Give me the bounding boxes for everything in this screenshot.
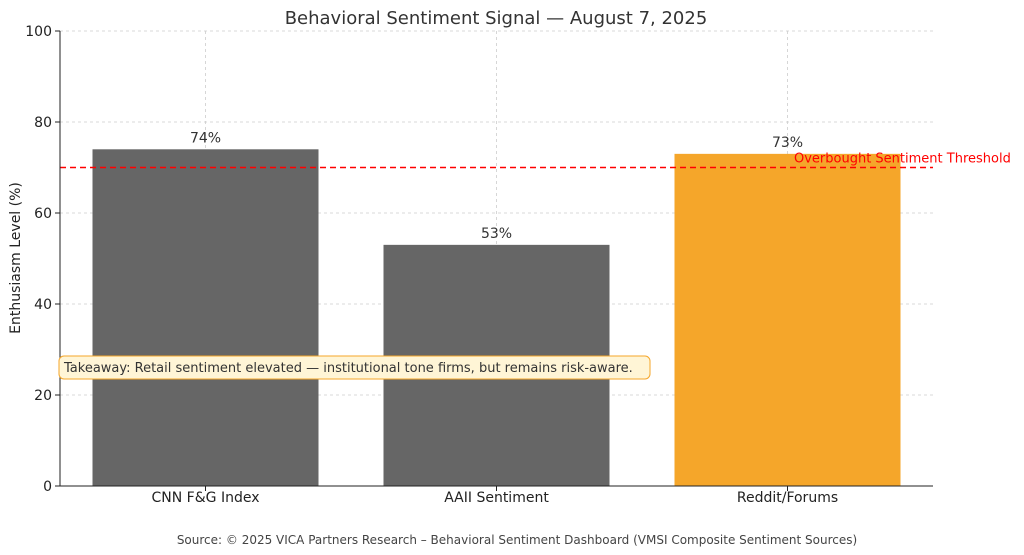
y-tick-label: 60 xyxy=(34,206,52,222)
y-tick-label: 80 xyxy=(34,115,52,131)
bar-value-label: 53% xyxy=(481,226,512,242)
bar-value-label: 73% xyxy=(772,135,803,151)
threshold-label: Overbought Sentiment Threshold xyxy=(794,152,1011,167)
y-tick-label: 40 xyxy=(34,297,52,313)
y-axis-label: Enthusiasm Level (%) xyxy=(8,182,24,334)
annotation-text: Takeaway: Retail sentiment elevated — in… xyxy=(63,361,633,376)
chart-title: Behavioral Sentiment Signal — August 7, … xyxy=(285,8,708,29)
x-tick-label: Reddit/Forums xyxy=(737,490,838,506)
annotation-box xyxy=(58,355,651,380)
bar-value-label: 74% xyxy=(190,130,221,146)
source-note: Source: © 2025 VICA Partners Research – … xyxy=(177,533,857,547)
x-tick-label: AAII Sentiment xyxy=(444,490,549,506)
y-tick-label: 20 xyxy=(34,388,52,404)
bar-1 xyxy=(92,149,319,487)
annotation-group: Takeaway: Retail sentiment elevated — in… xyxy=(58,355,651,380)
y-tick-label: 0 xyxy=(43,479,52,495)
y-tick-label: 100 xyxy=(25,24,52,40)
bar-3 xyxy=(674,153,901,486)
axes: 0 20 40 60 80 100 CNN F&G Index AAII Sentiment R… xyxy=(25,24,933,506)
threshold-group: Overbought Sentiment Threshold xyxy=(60,152,1011,169)
x-tick-label: CNN F&G Index xyxy=(152,490,260,506)
